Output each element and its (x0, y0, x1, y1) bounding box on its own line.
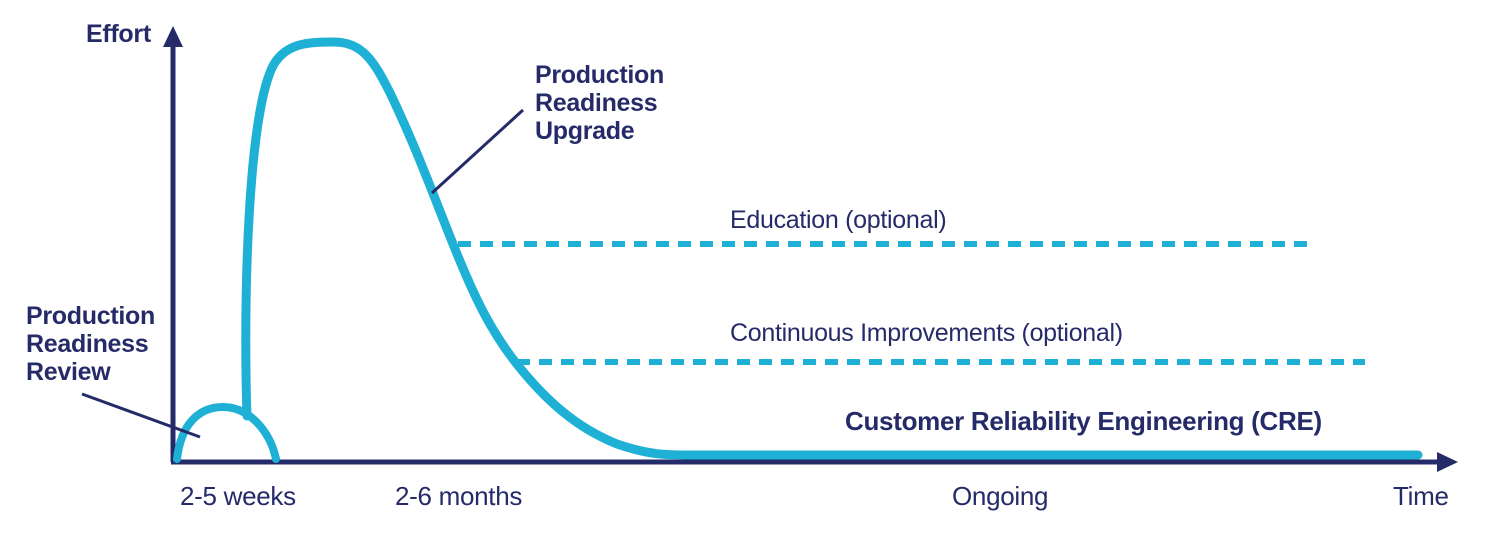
continuous-improvements-label: Continuous Improvements (optional) (730, 319, 1123, 347)
y-axis-arrow-icon (163, 26, 183, 47)
effort-curve (241, 37, 1423, 460)
upgrade-annotation-line1: Production (535, 61, 664, 89)
y-axis-label: Effort (86, 20, 152, 48)
timeline-label-ongoing: Ongoing (952, 481, 1048, 511)
timeline-label-weeks: 2-5 weeks (180, 481, 296, 511)
upgrade-annotation-line2: Readiness (535, 89, 657, 117)
upgrade-pointer-line (430, 108, 525, 195)
review-annotation-line3: Review (26, 358, 111, 386)
review-annotation: Production Readiness Review (26, 302, 155, 386)
x-axis-label: Time (1393, 481, 1449, 511)
timeline-label-months: 2-6 months (395, 481, 522, 511)
upgrade-annotation-line3: Upgrade (535, 117, 635, 145)
x-axis-arrow-icon (1437, 452, 1458, 472)
review-annotation-line2: Readiness (26, 330, 148, 358)
review-pointer-line (81, 392, 201, 439)
review-annotation-line1: Production (26, 302, 155, 330)
cre-label: Customer Reliability Engineering (CRE) (845, 406, 1322, 436)
education-label: Education (optional) (730, 206, 946, 234)
upgrade-annotation: Production Readiness Upgrade (535, 61, 664, 145)
